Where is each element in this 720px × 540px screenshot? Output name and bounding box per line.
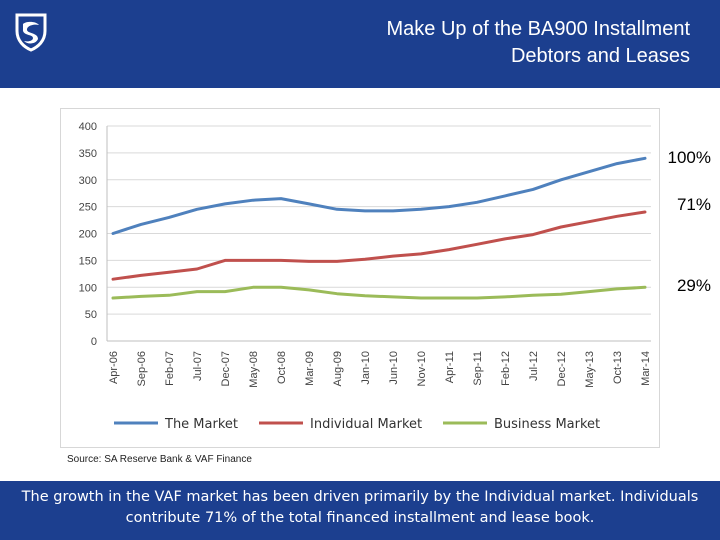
y-tick-label: 0 — [91, 336, 97, 348]
x-tick-label: May-08 — [248, 351, 260, 388]
x-tick-label: Feb-07 — [164, 351, 176, 386]
x-tick-label: Mar-14 — [640, 351, 652, 386]
y-tick-label: 250 — [79, 202, 97, 214]
line-chart: 0 50 100 150 200 250 300 350 400 Apr-06 Sep-06 Feb-… — [79, 121, 652, 432]
x-tick-label: Dec-12 — [556, 351, 568, 386]
x-tick-label: May-13 — [584, 351, 596, 388]
title-line-2: Debtors and Leases — [510, 45, 690, 67]
x-tick-label: Sep-06 — [136, 351, 148, 386]
y-tick-label: 150 — [79, 255, 97, 267]
x-tick-label: Oct-08 — [276, 351, 288, 384]
shield-logo-icon — [15, 13, 47, 52]
footer-caption: The growth in the VAF market has been dr… — [21, 489, 699, 526]
y-tick-label: 200 — [79, 229, 97, 241]
x-tick-label: Aug-09 — [332, 351, 344, 386]
legend-label: Business Market — [494, 417, 600, 432]
percent-label-business: 29% — [676, 276, 711, 295]
x-tick-label: Jun-10 — [388, 351, 400, 385]
y-tick-label: 50 — [85, 309, 97, 321]
x-tick-label: Apr-11 — [444, 351, 456, 383]
y-tick-label: 300 — [79, 175, 97, 187]
x-tick-label: Sep-11 — [472, 351, 484, 386]
legend-label: The Market — [164, 417, 238, 432]
y-tick-label: 400 — [79, 121, 97, 133]
x-tick-label: Jul-07 — [192, 351, 204, 381]
y-tick-label: 100 — [79, 282, 97, 294]
y-tick-label: 350 — [79, 148, 97, 160]
x-tick-label: Nov-10 — [416, 351, 428, 386]
footer-bar — [0, 481, 720, 540]
x-tick-label: Feb-12 — [500, 351, 512, 386]
legend-label: Individual Market — [310, 417, 422, 432]
x-tick-label: Dec-07 — [220, 351, 232, 386]
x-tick-label: Mar-09 — [304, 351, 316, 386]
x-tick-label: Oct-13 — [612, 351, 624, 384]
x-tick-label: Apr-06 — [108, 351, 120, 384]
x-tick-label: Jul-12 — [528, 351, 540, 381]
header-bar — [0, 0, 720, 88]
series-line-2 — [111, 210, 647, 281]
series-line-1 — [111, 156, 647, 235]
x-tick-label: Jan-10 — [360, 351, 372, 385]
title-line-1: Make Up of the BA900 Installment — [386, 18, 691, 40]
percent-label-individual: 71% — [676, 195, 711, 214]
series-line-3 — [111, 285, 647, 300]
source-note: Source: SA Reserve Bank & VAF Finance — [67, 454, 252, 465]
percent-label-total: 100% — [667, 148, 711, 167]
chart-panel: 0 50 100 150 200 250 300 350 400 Apr-06 Sep-06 Feb-… — [60, 108, 660, 448]
page-title: Make Up of the BA900 Installment Debtors… — [230, 16, 691, 70]
